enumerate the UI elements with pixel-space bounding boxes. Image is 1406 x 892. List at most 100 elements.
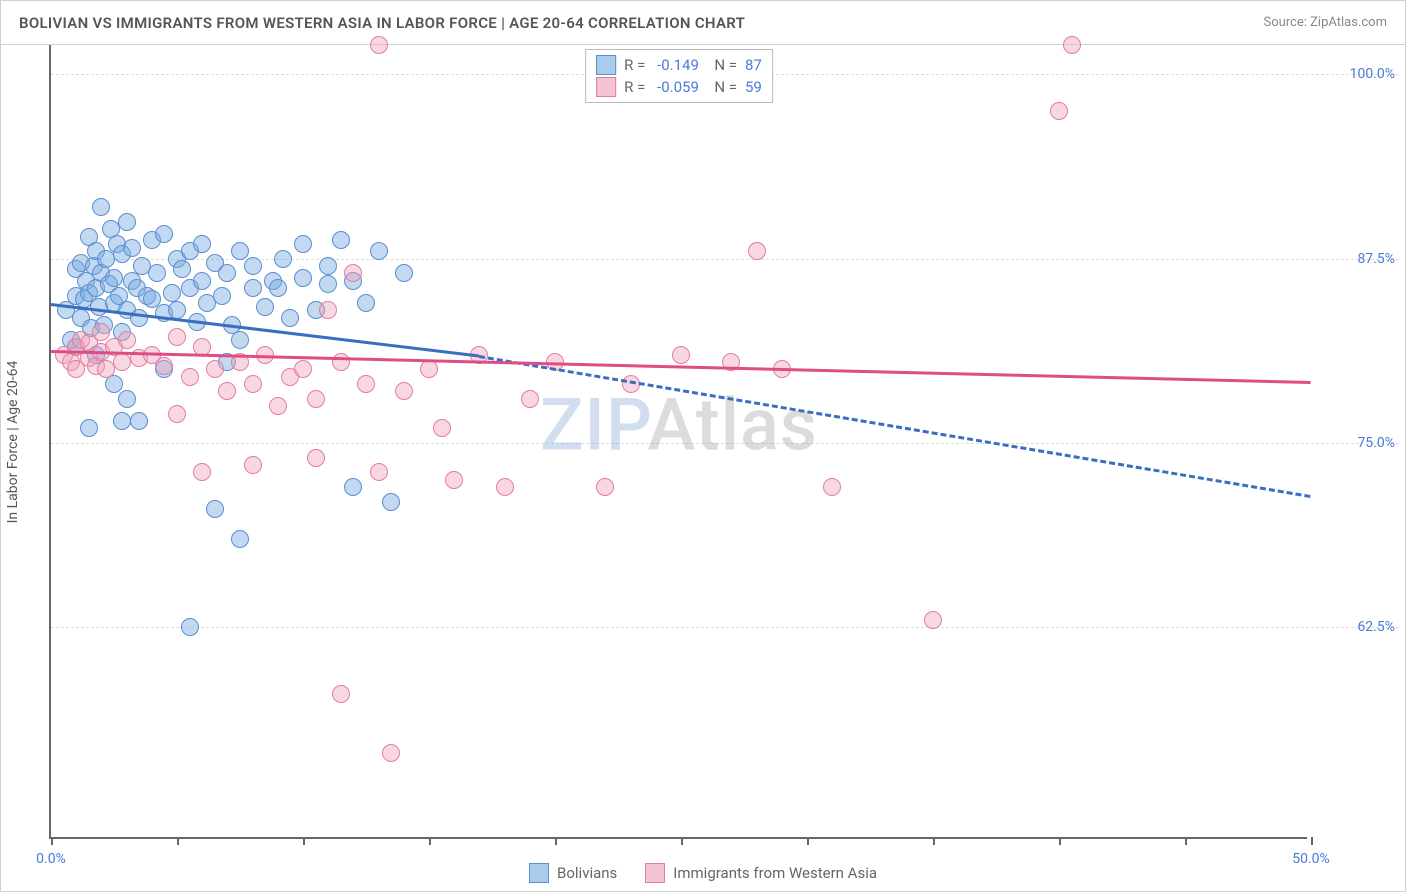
x-tick (429, 837, 431, 845)
data-point (231, 530, 249, 548)
data-point (118, 213, 136, 231)
x-tick (177, 837, 179, 845)
data-point (319, 257, 337, 275)
y-tick-label: 100.0% (1315, 66, 1395, 82)
x-tick (1059, 837, 1061, 845)
data-point (332, 685, 350, 703)
data-point (924, 611, 942, 629)
data-point (155, 225, 173, 243)
data-point (1063, 36, 1081, 54)
legend-row-western-asia: R = -0.059 N = 59 (596, 76, 762, 98)
x-tick (1311, 837, 1313, 845)
gridline (51, 627, 1399, 628)
correlation-legend: R = -0.149 N = 87 R = -0.059 N = 59 (585, 49, 773, 103)
data-point (269, 397, 287, 415)
data-point (281, 309, 299, 327)
data-point (307, 390, 325, 408)
data-point (496, 478, 514, 496)
data-point (319, 301, 337, 319)
watermark: ZIPAtlas (540, 383, 818, 468)
data-point (193, 235, 211, 253)
data-point (168, 328, 186, 346)
data-point (294, 360, 312, 378)
data-point (521, 390, 539, 408)
data-point (80, 419, 98, 437)
n-value-bolivians: 87 (745, 56, 762, 74)
data-point (118, 390, 136, 408)
data-point (370, 463, 388, 481)
data-point (143, 290, 161, 308)
legend-row-bolivians: R = -0.149 N = 87 (596, 54, 762, 76)
data-point (294, 235, 312, 253)
x-tick (933, 837, 935, 845)
data-point (370, 242, 388, 260)
regression-line (479, 355, 1311, 498)
data-point (382, 493, 400, 511)
chart-header: BOLIVIAN VS IMMIGRANTS FROM WESTERN ASIA… (1, 1, 1405, 45)
data-point (294, 269, 312, 287)
data-point (163, 284, 181, 302)
gridline (51, 443, 1399, 444)
chart-source: Source: ZipAtlas.com (1263, 15, 1387, 30)
data-point (395, 264, 413, 282)
data-point (206, 360, 224, 378)
x-tick (51, 837, 53, 845)
data-point (319, 275, 337, 293)
x-tick (681, 837, 683, 845)
x-tick (807, 837, 809, 845)
data-point (256, 298, 274, 316)
data-point (344, 264, 362, 282)
x-tick-label: 50.0% (1292, 851, 1330, 867)
data-point (274, 250, 292, 268)
data-point (1050, 102, 1068, 120)
data-point (168, 405, 186, 423)
swatch-western-asia (596, 77, 616, 97)
series-legend: Bolivians Immigrants from Western Asia (529, 863, 877, 883)
data-point (357, 294, 375, 312)
y-tick-label: 75.0% (1315, 435, 1395, 451)
data-point (148, 264, 166, 282)
data-point (118, 331, 136, 349)
y-axis-label: In Labor Force | Age 20-64 (5, 361, 21, 524)
data-point (344, 478, 362, 496)
data-point (105, 269, 123, 287)
chart-container: BOLIVIAN VS IMMIGRANTS FROM WESTERN ASIA… (0, 0, 1406, 892)
n-value-western-asia: 59 (745, 78, 762, 96)
data-point (370, 36, 388, 54)
data-point (193, 272, 211, 290)
data-point (307, 449, 325, 467)
x-tick (303, 837, 305, 845)
data-point (181, 618, 199, 636)
data-point (244, 279, 262, 297)
data-point (244, 257, 262, 275)
y-tick-label: 87.5% (1315, 251, 1395, 267)
data-point (130, 309, 148, 327)
data-point (672, 346, 690, 364)
data-point (113, 412, 131, 430)
legend-label-western-asia: Immigrants from Western Asia (673, 864, 877, 882)
data-point (173, 260, 191, 278)
data-point (181, 368, 199, 386)
legend-swatch-western-asia (645, 863, 665, 883)
data-point (433, 419, 451, 437)
data-point (155, 357, 173, 375)
data-point (445, 471, 463, 489)
plot-wrapper: In Labor Force | Age 20-64 ZIPAtlas R = … (49, 45, 1399, 839)
legend-label-bolivians: Bolivians (557, 864, 617, 882)
data-point (748, 242, 766, 260)
data-point (244, 456, 262, 474)
plot-area: ZIPAtlas R = -0.149 N = 87 R = -0.059 N … (49, 45, 1307, 839)
data-point (231, 242, 249, 260)
legend-item-western-asia: Immigrants from Western Asia (645, 863, 877, 883)
data-point (332, 353, 350, 371)
r-value-bolivians: -0.149 (657, 56, 699, 74)
x-tick-label: 0.0% (36, 851, 66, 867)
x-tick (1185, 837, 1187, 845)
data-point (332, 231, 350, 249)
data-point (395, 382, 413, 400)
data-point (206, 500, 224, 518)
data-point (596, 478, 614, 496)
chart-title: BOLIVIAN VS IMMIGRANTS FROM WESTERN ASIA… (19, 14, 745, 32)
data-point (823, 478, 841, 496)
data-point (269, 279, 287, 297)
